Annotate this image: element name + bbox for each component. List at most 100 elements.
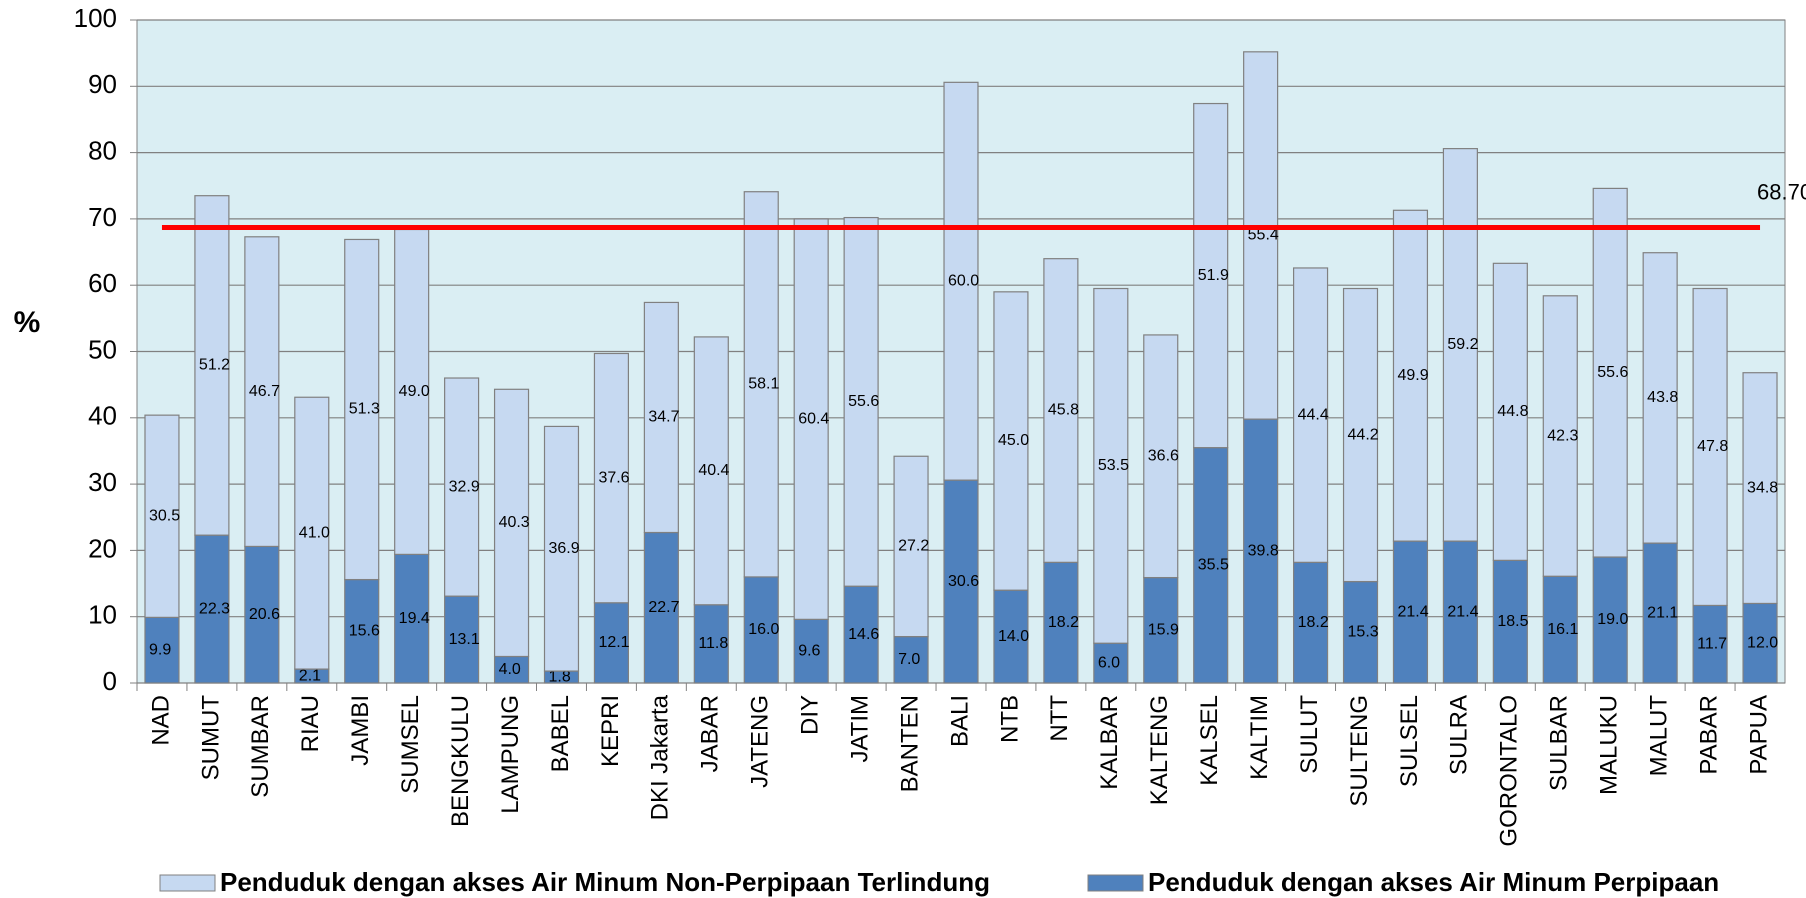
y-tick-label: 90	[88, 69, 117, 99]
value-label: 55.4	[1248, 227, 1279, 244]
value-label: 43.8	[1647, 389, 1678, 406]
x-tick-label: MALUKU	[1596, 695, 1623, 795]
bar-segment	[1292, 561, 1329, 684]
value-label: 37.6	[598, 469, 629, 486]
value-label: 34.7	[648, 409, 679, 426]
y-tick-label: 70	[88, 202, 117, 232]
x-tick-label: JAMBI	[347, 695, 374, 766]
x-tick-label: LAMPUNG	[497, 695, 524, 814]
value-label: 14.0	[998, 628, 1029, 645]
bar-segment	[1093, 642, 1129, 684]
bar-segment	[344, 238, 380, 581]
bar-segment	[1243, 51, 1279, 420]
value-label: 45.8	[1048, 402, 1079, 419]
x-tick-label: NTT	[1046, 695, 1073, 742]
value-label: 47.8	[1697, 438, 1728, 455]
legend-label: Penduduk dengan akses Air Minum Non-Perp…	[220, 867, 990, 897]
value-label: 60.4	[798, 410, 829, 427]
value-label: 35.5	[1198, 557, 1229, 574]
bar-segment	[194, 195, 230, 536]
bar-segment	[643, 531, 679, 684]
bar-segment	[693, 336, 729, 606]
bar-segment	[543, 425, 580, 672]
y-tick-label: 0	[103, 666, 117, 696]
bar-segment	[1692, 287, 1728, 607]
bar-segment	[1093, 287, 1129, 644]
x-tick-label: KALBAR	[1096, 695, 1123, 790]
value-label: 11.7	[1697, 635, 1727, 652]
x-tick-label: SULTENG	[1346, 695, 1373, 807]
bar-segment	[1642, 542, 1678, 684]
value-label: 21.1	[1647, 604, 1678, 621]
value-label: 16.1	[1547, 621, 1578, 638]
bar-segment	[1143, 334, 1179, 579]
value-label: 12.1	[598, 634, 629, 651]
value-label: 49.0	[399, 383, 430, 400]
bar-segment	[1442, 148, 1478, 542]
bar-segment	[1043, 561, 1079, 684]
value-label: 49.9	[1397, 367, 1428, 384]
value-label: 20.6	[249, 606, 280, 623]
y-tick-label: 10	[88, 600, 117, 630]
bar-segment	[1143, 576, 1179, 684]
y-tick-label: 20	[88, 533, 117, 563]
value-label: 21.4	[1397, 603, 1428, 620]
value-label: 44.2	[1348, 426, 1379, 443]
value-label: 14.6	[848, 626, 879, 643]
bar-segment	[693, 604, 729, 684]
value-label: 13.1	[449, 631, 480, 648]
x-tick-label: KALSEL	[1196, 695, 1223, 786]
bar-segment	[1442, 540, 1478, 684]
bar-segment	[1243, 418, 1279, 684]
value-label: 59.2	[1447, 336, 1478, 353]
bar-segment	[993, 589, 1029, 684]
y-axis-label: %	[14, 306, 41, 339]
x-tick-label: KEPRI	[597, 695, 624, 767]
bar-segment	[893, 455, 929, 638]
bar-segment	[1642, 252, 1678, 544]
legend-swatch	[1087, 874, 1144, 892]
value-label: 9.6	[798, 642, 820, 659]
bar-segment	[1342, 287, 1379, 583]
bar-segment	[1492, 262, 1528, 561]
value-label: 18.5	[1497, 613, 1528, 630]
value-label: 15.3	[1348, 623, 1379, 640]
value-label: 12.0	[1747, 634, 1778, 651]
bar-segment	[1492, 559, 1528, 684]
bar-segment	[244, 236, 280, 548]
value-label: 45.0	[998, 432, 1029, 449]
x-tick-label: PAPUA	[1745, 695, 1772, 775]
bar-segment	[294, 396, 330, 670]
bar-segment	[943, 479, 979, 684]
x-tick-label: SUMSEL	[397, 695, 424, 794]
value-label: 36.6	[1148, 447, 1179, 464]
x-tick-label: SULUT	[1296, 695, 1323, 774]
x-tick-label: SUMUT	[197, 695, 224, 781]
bar-segment	[144, 414, 180, 618]
reference-label: 68.70	[1757, 179, 1806, 204]
value-label: 22.7	[648, 599, 679, 616]
value-label: 36.9	[549, 540, 580, 557]
y-tick-label: 40	[88, 401, 117, 431]
value-label: 40.3	[499, 514, 530, 531]
value-label: 58.1	[748, 376, 779, 393]
bar-segment	[1742, 602, 1778, 684]
y-tick-label: 80	[88, 135, 117, 165]
value-label: 2.1	[299, 667, 321, 684]
bar-segment	[593, 602, 630, 684]
value-label: 27.2	[898, 538, 929, 555]
bar-segment	[394, 228, 430, 555]
value-label: 30.6	[948, 573, 979, 590]
bar-segment	[493, 388, 530, 658]
value-label: 51.9	[1198, 267, 1229, 284]
value-label: 18.2	[1048, 614, 1079, 631]
value-label: 18.2	[1298, 614, 1329, 631]
value-label: 1.8	[549, 668, 571, 685]
bar-segment	[1742, 372, 1778, 605]
bar-segment	[1542, 295, 1578, 577]
x-tick-label: BABEL	[547, 695, 574, 772]
value-label: 30.5	[149, 507, 180, 524]
bar-segment	[144, 616, 180, 684]
value-label: 34.8	[1747, 479, 1778, 496]
bar-segment	[444, 595, 480, 684]
